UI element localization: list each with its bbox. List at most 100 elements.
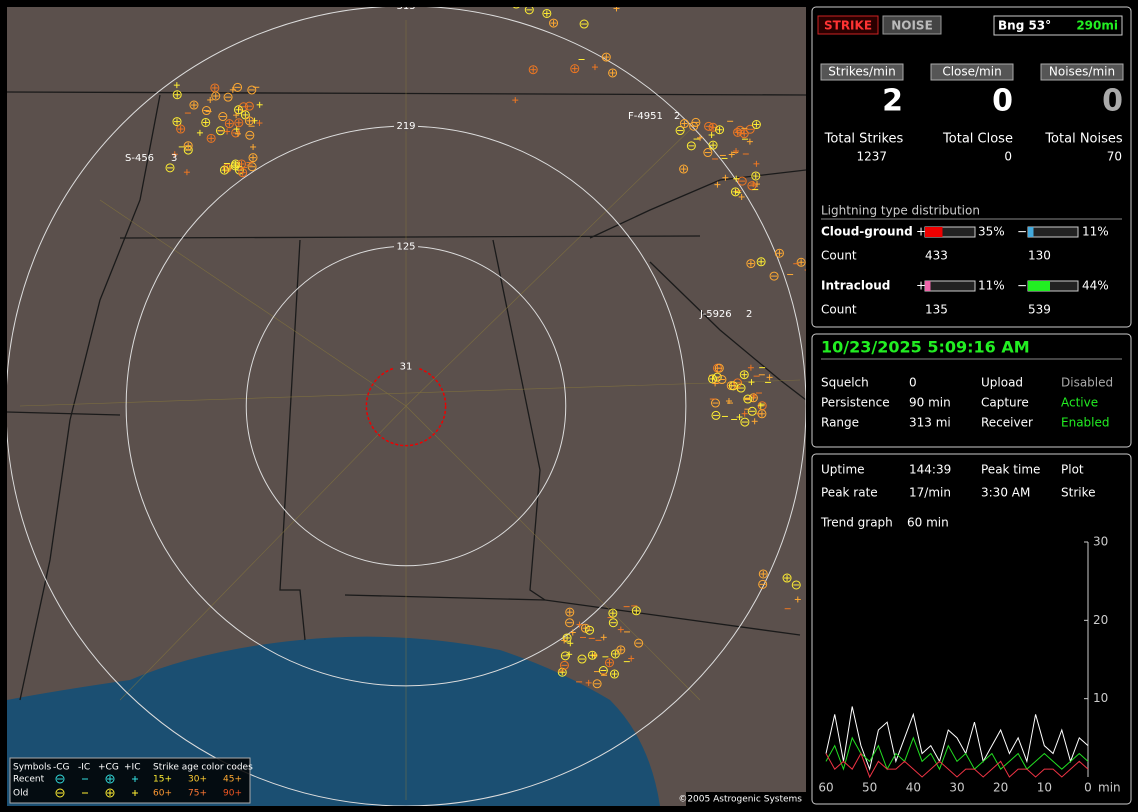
strike-ring — [55, 774, 65, 784]
strike-ring — [218, 112, 228, 122]
legend-age: 30+ — [188, 775, 207, 785]
strike-ring — [189, 100, 199, 110]
count: 130 — [1028, 249, 1051, 263]
status-cell: Receiver — [981, 416, 1033, 430]
strike-ring — [739, 129, 749, 139]
percent: 11% — [1082, 225, 1109, 239]
x-tick-label: 30 — [949, 781, 964, 795]
roads — [19, 20, 801, 800]
count: 539 — [1028, 303, 1051, 317]
type-name: Cloud-ground — [821, 225, 913, 239]
strike-ring — [631, 606, 641, 616]
legend-age: 15+ — [153, 775, 172, 785]
trend-window: 60 min — [907, 516, 949, 530]
rate-button[interactable] — [820, 63, 904, 81]
strike-ring — [165, 163, 175, 173]
status-cell: 0 — [909, 376, 917, 390]
strike-ring — [565, 607, 575, 617]
strike-ring — [211, 91, 221, 101]
strike-ring — [704, 121, 714, 131]
strike-ring — [219, 165, 229, 175]
strike-ring — [711, 410, 721, 420]
rate-label[interactable]: Noises/min — [1049, 65, 1115, 79]
strike-ring — [183, 141, 193, 151]
strike-ring — [562, 633, 572, 643]
strike-ring — [679, 164, 689, 174]
strike-ring — [703, 148, 713, 158]
strike-ring — [512, 7, 520, 9]
strike-ring — [105, 774, 115, 784]
stats-cell: 144:39 — [909, 463, 951, 477]
strike-ring — [245, 130, 255, 140]
strike-ring — [714, 363, 724, 373]
legend-box — [9, 757, 251, 804]
strike-ring — [580, 623, 590, 633]
total-label: Total Strikes — [824, 132, 904, 147]
strike-ring — [557, 667, 567, 677]
copyright: ©2005 Astrogenic Systems — [678, 795, 802, 805]
percent: 11% — [978, 279, 1005, 293]
ring-label: 219 — [396, 121, 415, 132]
strike-ring — [728, 381, 738, 391]
y-tick-label: 20 — [1093, 613, 1108, 627]
status-cell: Persistence — [821, 396, 890, 410]
bar — [1028, 227, 1034, 237]
strike-ring — [223, 92, 233, 102]
trend-line — [825, 706, 1089, 771]
strike-ring — [579, 19, 589, 29]
strike-ring — [233, 82, 243, 92]
rate-button[interactable] — [930, 63, 1014, 81]
rate-value: 0 — [992, 84, 1013, 119]
sign: + — [916, 225, 926, 239]
strike-ring — [577, 654, 587, 664]
strike-ring — [791, 580, 801, 590]
strike-ring — [691, 117, 701, 127]
strike-ring — [679, 119, 689, 129]
storm-id: J-5926 — [699, 309, 732, 320]
strike-button[interactable] — [817, 15, 879, 35]
strike-ring — [608, 618, 618, 628]
count: 433 — [925, 249, 948, 263]
rate-value: 2 — [882, 84, 903, 119]
map: 313 219 125 31 S-456 3 F-4951 2 J-5926 2 Symbols-C… — [7, 1, 806, 806]
strike-ring — [751, 171, 761, 181]
noise-button-label[interactable]: NOISE — [891, 19, 933, 33]
x-tick-label: 60 — [818, 781, 833, 795]
strike-ring — [105, 788, 115, 798]
strike-ring — [737, 176, 747, 186]
ring-label: 125 — [396, 241, 415, 252]
strike-ring — [206, 133, 216, 143]
status-cell: Active — [1061, 396, 1098, 410]
status-panel — [811, 333, 1132, 448]
strike-ring — [601, 52, 611, 62]
strike-ring — [757, 409, 767, 419]
bearing-box — [993, 15, 1123, 36]
strike-ring — [224, 119, 234, 129]
strike-ring — [172, 117, 182, 127]
storm-count: 2 — [674, 111, 680, 122]
strike-ring — [560, 651, 570, 661]
strike-ring — [201, 117, 211, 127]
storm-count: 2 — [746, 309, 752, 320]
rate-label[interactable]: Close/min — [942, 65, 1001, 79]
rate-button[interactable] — [1040, 63, 1124, 81]
legend-age: 45+ — [223, 775, 242, 785]
distribution-title: Lightning type distribution — [821, 204, 980, 218]
strike-button-label[interactable]: STRIKE — [824, 19, 872, 33]
strike-ring — [244, 116, 254, 126]
strike-ring — [751, 120, 761, 130]
legend-age: 75+ — [188, 789, 207, 799]
count: 135 — [925, 303, 948, 317]
rate-label[interactable]: Strikes/min — [828, 65, 895, 79]
ring-label: 313 — [396, 1, 415, 12]
strike-ring — [745, 124, 755, 134]
noise-button[interactable] — [882, 15, 942, 35]
strike-ring — [796, 257, 806, 267]
strike-ring — [739, 370, 749, 380]
strike-ring — [756, 257, 766, 267]
strike-ring — [608, 68, 618, 78]
total-label: Total Close — [942, 132, 1013, 147]
legend-title: Symbols — [13, 763, 52, 773]
strike-ring — [608, 608, 618, 618]
